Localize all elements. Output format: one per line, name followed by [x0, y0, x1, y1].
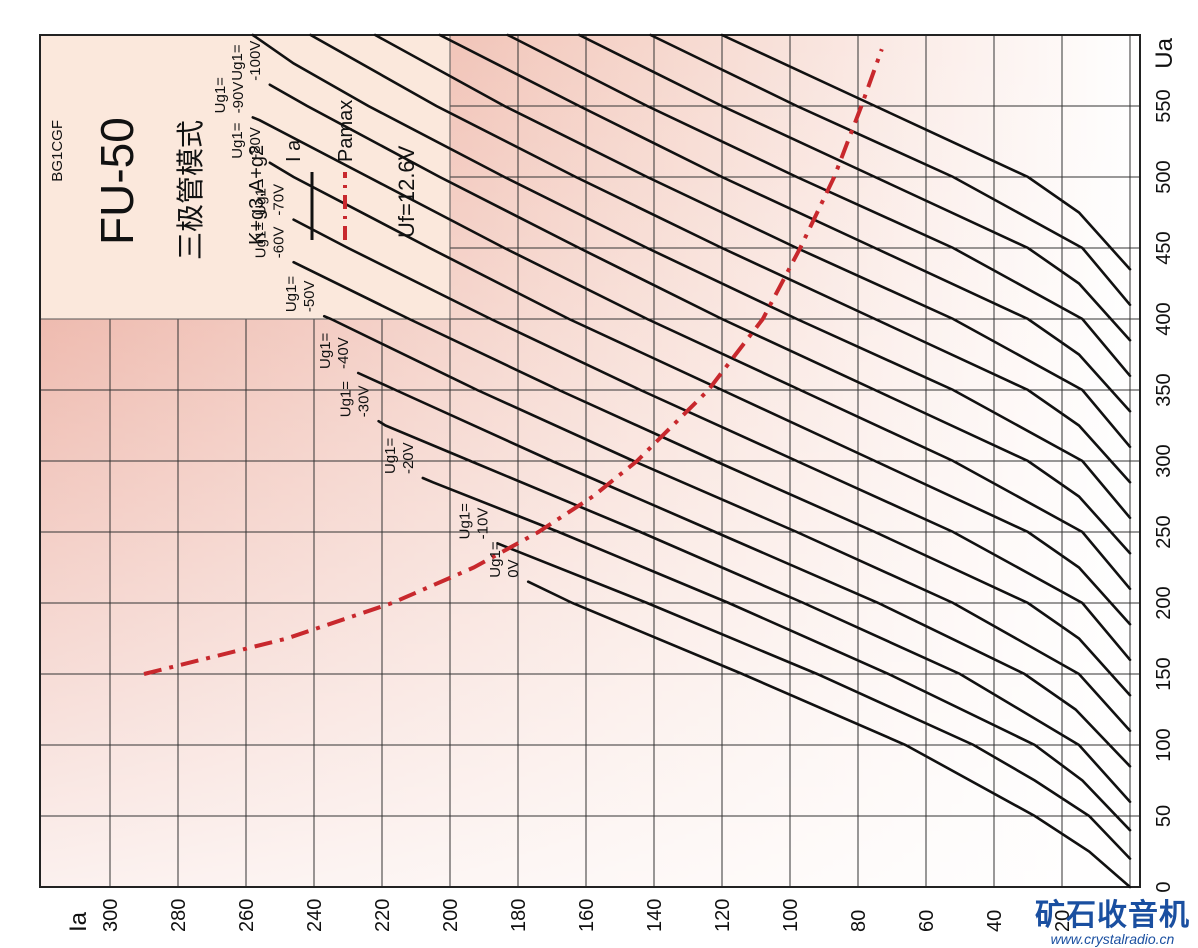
- ua-tick-150: 150: [1153, 657, 1175, 690]
- ia-tick-200: 200: [440, 899, 462, 932]
- curve-label-8-a: Ug1=: [229, 122, 246, 159]
- curve-label-9-a: Ug1=: [212, 77, 229, 114]
- curve-9: [251, 116, 1132, 591]
- ua-tick-500: 500: [1153, 160, 1175, 193]
- curve-16: [577, 33, 1132, 342]
- ia-tick-160: 160: [576, 899, 598, 932]
- curve-4: [356, 371, 1132, 768]
- curve-label-1-b: -10V: [475, 508, 492, 540]
- curve-1: [496, 542, 1132, 860]
- curve-14: [438, 33, 1132, 413]
- chart-title: FU-50: [91, 117, 143, 245]
- legend-ia-label: I a: [283, 139, 305, 162]
- curve-label-10-a: Ug1=: [229, 44, 246, 81]
- pamax-curve: [143, 48, 884, 676]
- ua-tick-350: 350: [1153, 373, 1175, 406]
- curve-label-6-b: -60V: [271, 227, 288, 259]
- curve-label-6-a: Ug1=: [253, 222, 270, 259]
- curve-label-0-b: 0V: [505, 559, 522, 577]
- curve-label-2-a: Ug1=: [382, 438, 399, 475]
- curve-3: [377, 419, 1132, 804]
- ia-tick-60: 60: [916, 910, 938, 932]
- curve-label-10-b: -100V: [247, 41, 264, 81]
- watermark-url: www.crystalradio.cn: [1050, 931, 1175, 947]
- ia-tick-40: 40: [984, 910, 1006, 932]
- ia-tick-260: 260: [236, 899, 258, 932]
- ua-axis-label: Ua: [1151, 37, 1178, 68]
- curve-2: [421, 476, 1132, 832]
- ia-tick-280: 280: [168, 899, 190, 932]
- id-code: BG1CGF: [49, 120, 66, 182]
- watermark-title: 矿石收音机: [1035, 898, 1190, 933]
- ua-tick-50: 50: [1153, 805, 1175, 827]
- curve-0: [526, 580, 1132, 889]
- curve-label-4-b: -40V: [335, 337, 352, 369]
- curve-label-8-b: -80V: [247, 127, 264, 159]
- curve-label-9-b: -90V: [230, 82, 247, 114]
- curve-label-0-a: Ug1=: [487, 541, 504, 578]
- curve-label-1-a: Ug1=: [457, 503, 474, 540]
- curve-label-7-b: -70V: [271, 184, 288, 216]
- curve-8: [268, 161, 1132, 626]
- ia-tick-100: 100: [780, 899, 802, 932]
- ia-tick-140: 140: [644, 899, 666, 932]
- connection-text: K+g3,A+g2: [246, 145, 268, 245]
- curve-18: [720, 33, 1132, 271]
- ua-tick-200: 200: [1153, 586, 1175, 619]
- ia-tick-120: 120: [712, 899, 734, 932]
- legend-pamax-label: Pamax: [335, 100, 357, 162]
- plot-frame: [39, 34, 1141, 888]
- watermark: 矿石收音机 www.crystalradio.cn: [1035, 898, 1190, 947]
- curve-6: [292, 260, 1132, 697]
- curve-label-5-b: -50V: [301, 280, 318, 312]
- curve-label-5-a: Ug1=: [283, 276, 300, 313]
- curve-11: [251, 33, 1132, 520]
- chart-subtitle: 三极管模式: [175, 120, 206, 260]
- ia-tick-220: 220: [372, 899, 394, 932]
- curve-13: [373, 33, 1132, 449]
- ia-tick-180: 180: [508, 899, 530, 932]
- curve-10: [268, 83, 1132, 555]
- curve-7: [292, 218, 1132, 662]
- curve-label-7-a: Ug1=: [253, 179, 270, 216]
- ua-tick-0: 0: [1153, 881, 1175, 892]
- curve-12: [309, 33, 1132, 484]
- ia-tick-80: 80: [848, 910, 870, 932]
- ia-tick-300: 300: [100, 899, 122, 932]
- ua-tick-400: 400: [1153, 302, 1175, 335]
- ua-tick-250: 250: [1153, 515, 1175, 548]
- curve-label-3-b: -30V: [356, 386, 373, 418]
- curve-5: [322, 314, 1132, 733]
- curve-label-3-a: Ug1=: [338, 381, 355, 418]
- ia-axis-label: Ia: [65, 911, 92, 932]
- ua-tick-100: 100: [1153, 728, 1175, 761]
- ua-tick-300: 300: [1153, 444, 1175, 477]
- ua-tick-550: 550: [1153, 89, 1175, 122]
- curve-label-2-b: -20V: [400, 442, 417, 474]
- ia-tick-20: 20: [1052, 910, 1074, 932]
- curve-label-4-a: Ug1=: [317, 332, 334, 369]
- ia-tick-240: 240: [304, 899, 326, 932]
- ua-tick-450: 450: [1153, 231, 1175, 264]
- curve-17: [649, 33, 1132, 307]
- filament-text: Uf=12.6V: [394, 145, 419, 238]
- curve-15: [506, 33, 1132, 378]
